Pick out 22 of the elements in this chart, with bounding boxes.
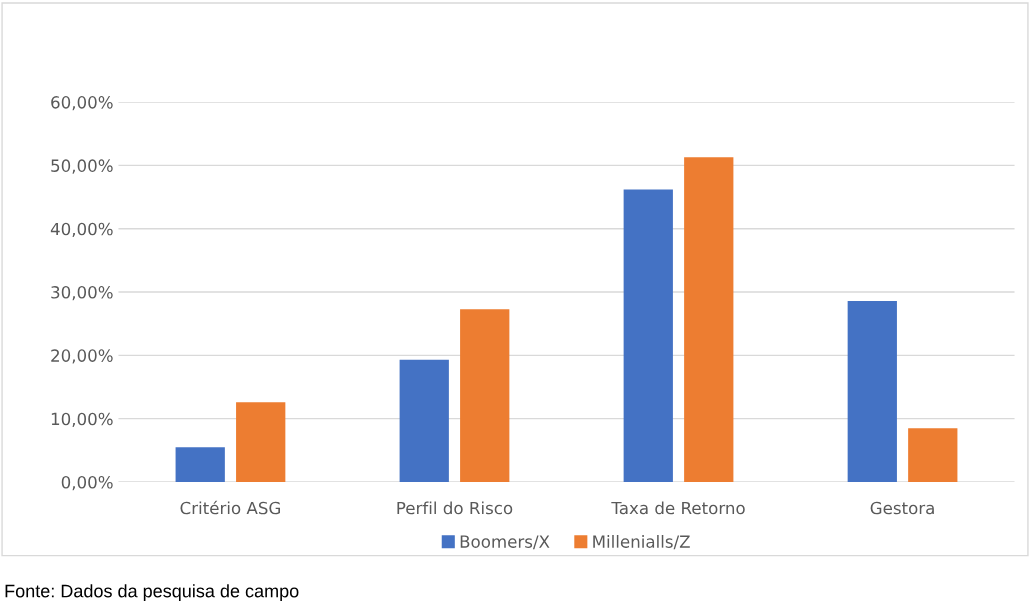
y-tick-label: 10,00% (51, 412, 113, 427)
source-note: Fonte: Dados da pesquisa de campo (5, 584, 299, 601)
y-tick-label: 0,00% (61, 475, 113, 491)
x-tick-label: Taxa de Retorno (611, 501, 745, 515)
x-tick-label: Perfil do Risco (397, 501, 513, 515)
x-tick-label: Critério ASG (180, 500, 280, 515)
bar (175, 447, 225, 482)
bar (847, 300, 897, 482)
y-tick-label: 40,00% (50, 222, 113, 237)
x-tick-label: Gestora (870, 501, 934, 515)
bar (460, 309, 510, 482)
bar (399, 359, 449, 482)
y-tick-label: 20,00% (51, 349, 113, 364)
bar (908, 428, 958, 482)
y-tick-label: 60,00% (51, 96, 113, 111)
legend-label: Boomers/X (460, 535, 550, 550)
bar (684, 157, 734, 482)
y-tick-label: 50,00% (51, 159, 113, 174)
legend-label: Millenialls/Z (593, 534, 690, 550)
y-tick-label: 30,00% (51, 286, 113, 301)
bar (623, 189, 673, 482)
bar (236, 402, 286, 482)
